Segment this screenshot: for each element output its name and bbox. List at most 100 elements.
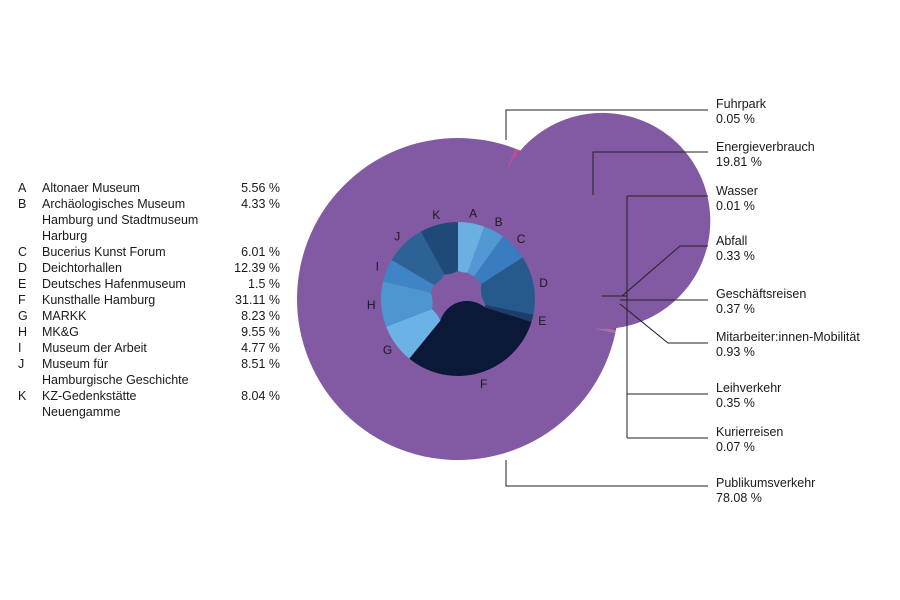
- legend-value: 8.23 %: [241, 309, 280, 323]
- legend-value: 6.01 %: [241, 245, 280, 259]
- legend-row-k: K KZ-Gedenkstätte Neuengamme 8.04 %: [18, 388, 280, 420]
- inner-slice-letter-d: D: [539, 276, 548, 290]
- legend-name: Bucerius Kunst Forum: [42, 245, 166, 259]
- outer-label-wasser: Wasser 0.01 %: [716, 184, 758, 214]
- outer-label-leihverkehr: Leihverkehr 0.35 %: [716, 381, 781, 411]
- inner-slice-d: [480, 257, 535, 315]
- outer-label-name: Geschäftsreisen: [716, 287, 807, 301]
- outer-label-abfall: Abfall 0.33 %: [716, 234, 755, 264]
- legend-letter: D: [18, 261, 28, 275]
- legend-value: 5.56 %: [241, 181, 280, 195]
- legend-letter: G: [18, 309, 28, 323]
- inner-slice-letter-k: K: [432, 208, 440, 222]
- legend-value: 8.51 %: [241, 357, 280, 371]
- inner-slice-letter-j: J: [394, 230, 400, 244]
- legend-letter: H: [18, 325, 28, 339]
- inner-slice-i: [383, 260, 434, 293]
- inner-slice-letter-g: G: [383, 343, 392, 357]
- outer-label-value: 0.37 %: [716, 302, 755, 316]
- legend-name: Deutsches Hafenmuseum: [42, 277, 186, 291]
- inner-slice-g: [386, 309, 441, 359]
- inner-slice-a: [458, 222, 485, 273]
- legend-row-e: E Deutsches Hafenmuseum 1.5 %: [18, 276, 280, 292]
- outer-label-value: 0.07 %: [716, 440, 755, 454]
- outer-label-value: 0.93 %: [716, 345, 755, 359]
- outer-label-fuhrpark: Fuhrpark 0.05 %: [716, 97, 766, 127]
- legend-value: 9.55 %: [241, 325, 280, 339]
- inner-slice-k: [420, 222, 458, 275]
- outer-label-value: 78.08 %: [716, 491, 762, 505]
- legend-row-j: J Museum für Hamburgische Geschichte 8.51 …: [18, 356, 280, 388]
- outer-label-name: Leihverkehr: [716, 381, 782, 395]
- legend-letter: K: [18, 389, 27, 403]
- legend-value: 12.39 %: [234, 261, 280, 275]
- outer-label-value: 0.01 %: [716, 199, 755, 213]
- outer-label-value: 0.35 %: [716, 396, 755, 410]
- outer-label-publikumsverkehr: Publikumsverkehr 78.08 %: [716, 476, 815, 506]
- legend-letter: E: [18, 277, 27, 291]
- legend-name: Museum für Hamburgische Geschichte: [42, 357, 189, 387]
- legend-row-a: A Altonaer Museum 5.56 %: [18, 180, 280, 196]
- inner-slice-c: [474, 236, 523, 284]
- legend-name: Archäologisches Museum Hamburg und Stadt…: [42, 197, 199, 243]
- legend-name: Altonaer Museum: [42, 181, 140, 195]
- legend-value: 4.33 %: [241, 197, 280, 211]
- outer-label-name: Publikumsverkehr: [716, 476, 816, 490]
- outer-label-value: 19.81 %: [716, 155, 762, 169]
- outer-label-name: Abfall: [716, 234, 748, 248]
- inner-slice-e: [484, 304, 534, 322]
- outer-label-name: Mitarbeiter:innen-Mobilität: [716, 330, 860, 344]
- legend-letter: C: [18, 245, 28, 259]
- inner-slice-b: [467, 226, 503, 277]
- legend-letter: F: [18, 293, 26, 307]
- leader-line-fuhrpark: [505, 109, 708, 140]
- outer-label-name: Kurierreisen: [716, 425, 784, 439]
- leader-line-energieverbrauch: [592, 151, 708, 195]
- leader-line-publikumsverkehr: [505, 460, 708, 487]
- legend-name: MARKK: [42, 309, 87, 323]
- legend-row-h: H MK&G 9.55 %: [18, 324, 280, 340]
- inner-slice-f: [409, 300, 532, 377]
- outer-label-mitarbeiter-innen-mobilit-t: Mitarbeiter:innen-Mobilität 0.93 %: [716, 330, 860, 360]
- legend-letter: B: [18, 197, 27, 211]
- inner-slice-letter-e: E: [538, 314, 546, 328]
- inner-slice-letter-c: C: [517, 232, 526, 246]
- inner-slice-h: [381, 281, 433, 327]
- outer-label-name: Fuhrpark: [716, 97, 767, 111]
- legend-row-f: F Kunsthalle Hamburg 31.11 %: [18, 292, 280, 308]
- legend-letter: J: [18, 357, 25, 371]
- leader-line-mitarbeiter: [619, 303, 708, 344]
- legend-value: 1.5 %: [248, 277, 280, 291]
- outer-label-value: 0.05 %: [716, 112, 755, 126]
- outer-label-name: Wasser: [716, 184, 758, 198]
- legend-name: Museum der Arbeit: [42, 341, 147, 355]
- legend-row-i: I Museum der Arbeit 4.77 %: [18, 340, 280, 356]
- legend-letter: A: [18, 181, 27, 195]
- legend-name: MK&G: [42, 325, 79, 339]
- outer-label-gesch-ftsreisen: Geschäftsreisen 0.37 %: [716, 287, 806, 317]
- outer-label-name: Energieverbrauch: [716, 140, 815, 154]
- inner-slice-letter-h: H: [367, 298, 376, 312]
- inner-slice-letter-f: F: [480, 377, 487, 391]
- legend-row-b: B Archäologisches Museum Hamburg und Stad…: [18, 196, 280, 244]
- legend-value: 8.04 %: [241, 389, 280, 403]
- legend-row-c: C Bucerius Kunst Forum 6.01 %: [18, 244, 280, 260]
- legend-name: Kunsthalle Hamburg: [42, 293, 156, 307]
- inner-slice-j: [391, 231, 445, 285]
- legend-row-d: D Deichtorhallen 12.39 %: [18, 260, 280, 276]
- legend-name: KZ-Gedenkstätte Neuengamme: [42, 389, 137, 419]
- leader-line-abfall: [621, 245, 708, 297]
- museum-legend: A Altonaer Museum 5.56 % B Archäologisches M…: [18, 180, 280, 420]
- outer-label-kurierreisen: Kurierreisen 0.07 %: [716, 425, 783, 455]
- legend-row-g: G MARKK 8.23 %: [18, 308, 280, 324]
- legend-name: Deichtorhallen: [42, 261, 122, 275]
- outer-label-energieverbrauch: Energieverbrauch 19.81 %: [716, 140, 815, 170]
- legend-value: 4.77 %: [241, 341, 280, 355]
- inner-slice-letter-a: A: [469, 206, 477, 220]
- outer-label-value: 0.33 %: [716, 249, 755, 263]
- legend-letter: I: [18, 341, 22, 355]
- inner-slice-letter-i: I: [376, 260, 379, 274]
- inner-slice-letter-b: B: [495, 215, 503, 229]
- legend-value: 31.11 %: [235, 293, 280, 307]
